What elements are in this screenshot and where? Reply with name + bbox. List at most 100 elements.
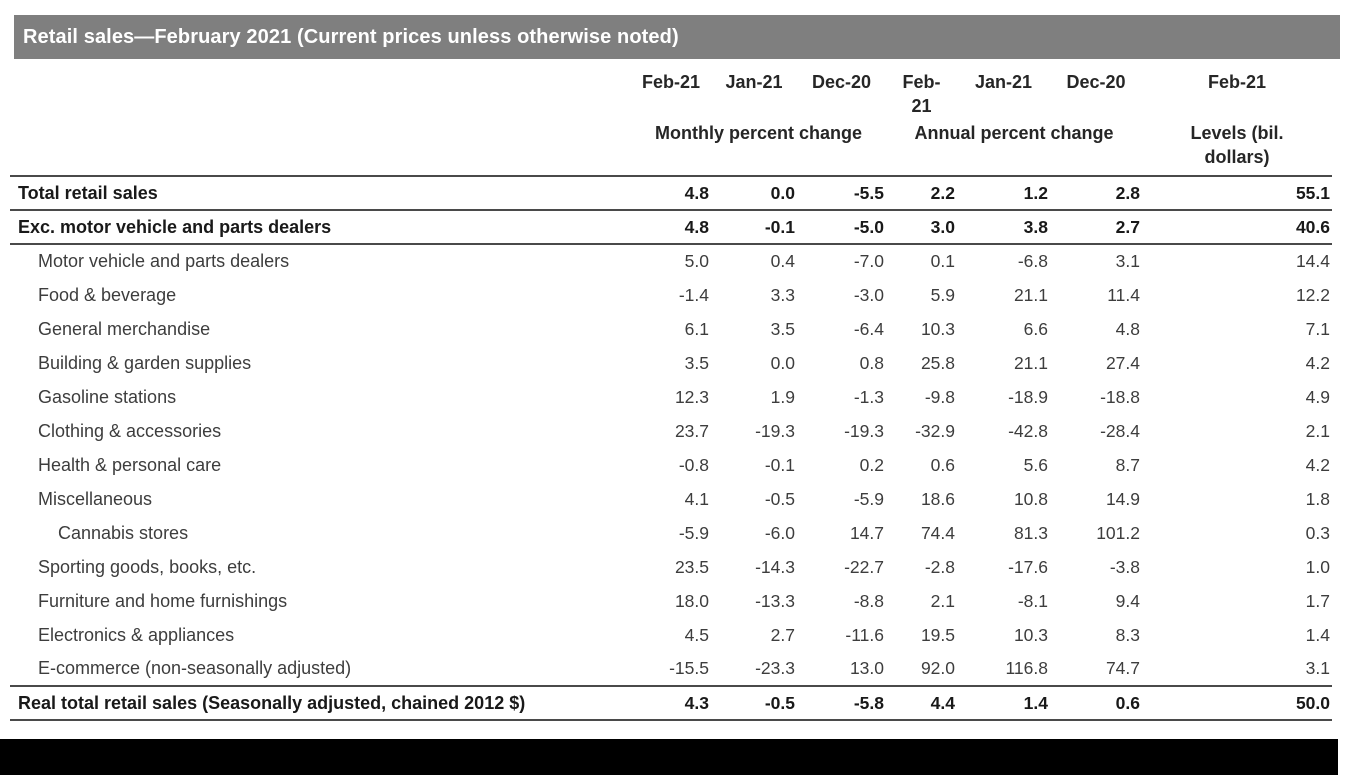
cell-value: 4.8 <box>1115 318 1140 339</box>
cell-value: 0.0 <box>711 175 797 211</box>
cell-value: 4.2 <box>1305 352 1330 373</box>
table-row: Building & garden supplies 3.5 0.0 0.8 25.8… <box>10 346 1332 380</box>
cell-value: -8.1 <box>1017 590 1048 611</box>
cell-value: -19.3 <box>755 420 795 441</box>
cell-value: -22.7 <box>844 556 884 577</box>
cell-value: 5.0 <box>684 251 709 271</box>
cell-value: -3.8 <box>1109 556 1140 577</box>
cell-value: 0.3 <box>1305 522 1330 543</box>
cell-value: 4.8 <box>631 210 711 245</box>
cell-value: -8.8 <box>853 590 884 611</box>
col-header-levels-feb21: Feb-21 <box>1207 72 1267 92</box>
col-header-monthly-dec20: Dec-20 <box>811 72 872 92</box>
cell-value: 0.1 <box>930 251 955 271</box>
cell-value: -9.8 <box>924 386 955 407</box>
col-header-annual-feb21: Feb- 21 <box>902 72 941 117</box>
cell-value: 55.1 <box>1142 175 1332 211</box>
cell-value: -0.8 <box>678 454 709 475</box>
cell-value: -5.9 <box>678 522 709 543</box>
row-label: Clothing & accessories <box>38 420 222 441</box>
group-header-row: Monthly percent change Annual percent ch… <box>10 120 1332 176</box>
cell-value: 1.4 <box>957 685 1050 721</box>
cell-value: 2.1 <box>1305 420 1330 441</box>
cell-value: 19.5 <box>920 624 955 645</box>
row-label: Cannabis stores <box>58 522 189 543</box>
cell-value: 2.1 <box>930 590 955 611</box>
retail-sales-table: Feb-21 Jan-21 Dec-20 Feb- 21 Jan-21 Dec-… <box>10 59 1332 721</box>
cell-value: -1.4 <box>678 284 709 305</box>
row-label: E-commerce (non-seasonally adjusted) <box>38 658 352 678</box>
table-row: E-commerce (non-seasonally adjusted) -15… <box>10 652 1332 686</box>
col-header-monthly-jan21: Jan-21 <box>725 72 783 92</box>
table-row: Furniture and home furnishings 18.0 -13.3… <box>10 584 1332 618</box>
table-row: Cannabis stores -5.9 -6.0 14.7 74.4 81.3 101.… <box>10 516 1332 550</box>
cell-value: 11.4 <box>1107 284 1140 305</box>
cell-value: 3.1 <box>1305 658 1330 678</box>
cell-value: 4.2 <box>1305 454 1330 475</box>
cell-value: 0.2 <box>859 454 884 475</box>
cell-value: 0.0 <box>770 352 795 373</box>
row-label: Health & personal care <box>38 454 222 475</box>
cell-value: -18.8 <box>1100 386 1140 407</box>
cell-value: 6.6 <box>1023 318 1048 339</box>
cell-value: 81.3 <box>1013 522 1048 543</box>
label-column-header <box>10 59 631 120</box>
row-label: Electronics & appliances <box>38 624 235 645</box>
table-row: Food & beverage -1.4 3.3 -3.0 5.9 21.1 11.4 12… <box>10 278 1332 312</box>
cell-value: -5.9 <box>853 488 884 509</box>
cell-value: 7.1 <box>1305 318 1330 339</box>
cell-value: 23.7 <box>674 420 709 441</box>
table-row: Motor vehicle and parts dealers 5.0 0.4 -7… <box>10 244 1332 278</box>
cell-value: -19.3 <box>844 420 884 441</box>
table-row: Gasoline stations 12.3 1.9 -1.3 -9.8 -18.9 -1… <box>10 380 1332 414</box>
cell-value: 13.0 <box>849 658 884 678</box>
table-row: Sporting goods, books, etc. 23.5 -14.3 -22… <box>10 550 1332 584</box>
cell-value: -5.8 <box>797 685 886 721</box>
cell-value: 21.1 <box>1013 352 1048 373</box>
cell-value: 6.1 <box>684 318 709 339</box>
cell-value: 4.9 <box>1305 386 1330 407</box>
cell-value: -15.5 <box>669 658 709 678</box>
group-header-annual: Annual percent change <box>914 123 1114 143</box>
cell-value: 14.9 <box>1105 488 1140 509</box>
row-label: Food & beverage <box>38 284 177 305</box>
table-body: Total retail sales 4.8 0.0 -5.5 2.2 1.2 2.8 55… <box>10 175 1332 721</box>
cell-value: -13.3 <box>755 590 795 611</box>
cell-value: 40.6 <box>1142 210 1332 245</box>
bottom-black-bar <box>0 739 1338 775</box>
table-row: Clothing & accessories 23.7 -19.3 -19.3 -32… <box>10 414 1332 448</box>
cell-value: 3.3 <box>770 284 795 305</box>
cell-value: -32.9 <box>915 420 955 441</box>
table-title: Retail sales—February 2021 (Current pric… <box>23 25 679 48</box>
cell-value: 0.6 <box>1050 685 1142 721</box>
cell-value: 4.1 <box>684 488 709 509</box>
cell-value: 101.2 <box>1096 522 1140 543</box>
cell-value: 14.7 <box>849 522 884 543</box>
cell-value: 10.3 <box>920 318 955 339</box>
cell-value: 0.6 <box>930 454 955 475</box>
cell-value: 27.4 <box>1105 352 1140 373</box>
row-label: Miscellaneous <box>38 488 153 509</box>
table-row: Total retail sales 4.8 0.0 -5.5 2.2 1.2 2.8 55… <box>10 175 1332 211</box>
col-header-annual-dec20: Dec-20 <box>1066 72 1126 92</box>
cell-value: 5.9 <box>930 284 955 305</box>
cell-value: 1.4 <box>1305 624 1330 645</box>
cell-value: 92.0 <box>920 658 955 678</box>
cell-value: -0.5 <box>764 488 795 509</box>
cell-value: 0.8 <box>859 352 884 373</box>
cell-value: 18.0 <box>674 590 709 611</box>
cell-value: 10.3 <box>1013 624 1048 645</box>
cell-value: -0.1 <box>711 210 797 245</box>
cell-value: -28.4 <box>1100 420 1140 441</box>
cell-value: 0.4 <box>770 251 795 271</box>
cell-value: 18.6 <box>920 488 955 509</box>
cell-value: -1.3 <box>853 386 884 407</box>
cell-value: -0.5 <box>711 685 797 721</box>
cell-value: 1.2 <box>957 175 1050 211</box>
table-header: Feb-21 Jan-21 Dec-20 Feb- 21 Jan-21 Dec-… <box>10 59 1332 176</box>
cell-value: 116.8 <box>1005 658 1049 678</box>
col-header-monthly-feb21: Feb-21 <box>641 72 701 92</box>
cell-value: 1.9 <box>770 386 795 407</box>
table-row: Health & personal care -0.8 -0.1 0.2 0.6 5.6… <box>10 448 1332 482</box>
